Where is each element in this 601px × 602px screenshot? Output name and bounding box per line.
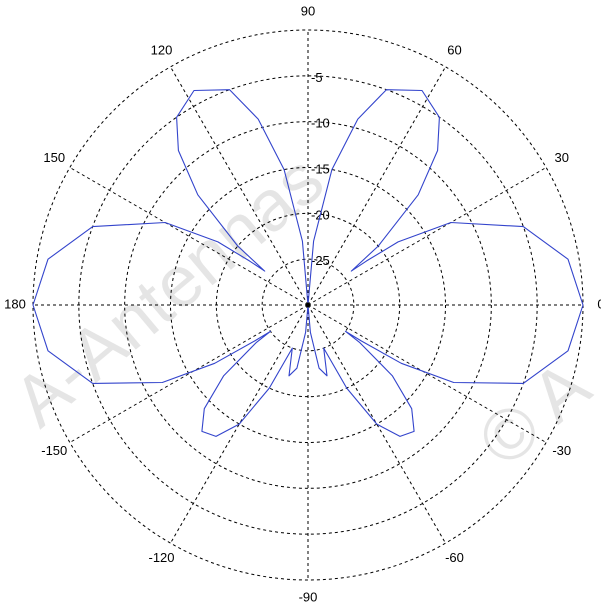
angle-tick-label: 90 [301, 3, 315, 18]
angle-tick-label: 120 [151, 43, 173, 58]
angle-tick-label: -60 [445, 550, 464, 565]
grid-spoke [307, 304, 547, 443]
grid-spoke [170, 304, 309, 544]
series-line [32, 89, 584, 437]
radial-tick-label: -25 [311, 253, 330, 268]
watermark-text-right: © A [464, 346, 601, 483]
radial-tick-label: -15 [311, 162, 330, 177]
grid-spokes [33, 30, 583, 580]
grid-ring [170, 167, 446, 443]
series-layer [32, 89, 584, 437]
grid-spoke [69, 167, 309, 306]
angle-tick-label: 0 [597, 296, 601, 311]
grid-ring [124, 121, 492, 489]
angle-tick-labels: 0 30 60 90 120 150 180 -150 -120 -90 -60 -30 [4, 3, 601, 602]
angle-tick-label: -90 [299, 589, 318, 602]
grid-spoke [307, 304, 446, 544]
center-point [305, 302, 311, 308]
grid-spoke [307, 167, 547, 306]
watermark: A-Antennas © A [0, 139, 601, 482]
radial-tick-label: -10 [311, 116, 330, 131]
grid-spoke [170, 66, 309, 306]
angle-tick-label: 60 [447, 43, 461, 58]
radial-tick-label: -5 [311, 70, 323, 85]
angle-tick-label: 30 [555, 150, 569, 165]
grid-ring [261, 258, 355, 352]
grid-spoke [307, 66, 446, 306]
angle-tick-label: 180 [4, 296, 26, 311]
angle-tick-label: -30 [552, 443, 571, 458]
angle-tick-label: 150 [43, 150, 65, 165]
grid-spoke [69, 304, 309, 443]
angle-tick-label: -150 [41, 443, 67, 458]
angle-tick-label: -120 [148, 550, 174, 565]
